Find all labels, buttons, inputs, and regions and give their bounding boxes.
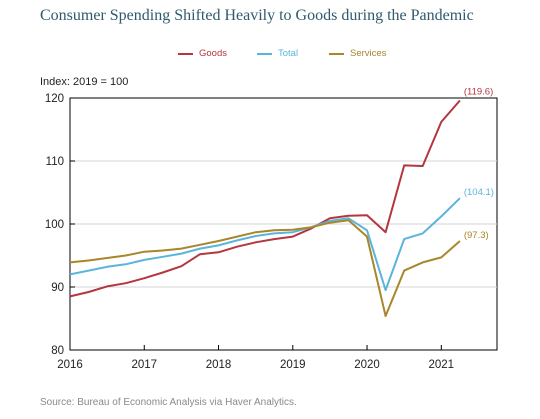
x-tick-label-2020: 2020 (354, 359, 380, 371)
y-tick-label-100: 100 (45, 219, 64, 231)
x-tick-label-2019: 2019 (280, 359, 306, 371)
x-tick-label-2017: 2017 (131, 359, 157, 371)
y-tick-label-80: 80 (51, 345, 64, 357)
y-axis-label: Index: 2019 = 100 (40, 76, 129, 88)
x-tick-label-2016: 2016 (57, 359, 83, 371)
source-note: Source: Bureau of Economic Analysis via … (40, 397, 297, 408)
chart-title: Consumer Spending Shifted Heavily to Goo… (40, 7, 474, 24)
legend-label-services: Services (350, 48, 387, 59)
x-tick-label-2018: 2018 (206, 359, 232, 371)
legend-swatch-goods (178, 52, 193, 55)
legend-item-total: Total (257, 48, 298, 59)
legend-label-total: Total (278, 48, 299, 59)
end-label-total: (104.1) (464, 187, 494, 198)
series-line-services (69, 219, 461, 317)
series-line-goods (69, 99, 461, 298)
legend: Goods Total Services (0, 48, 540, 62)
legend-label-goods: Goods (199, 48, 227, 59)
legend-item-services: Services (329, 48, 386, 59)
legend-swatch-total (257, 52, 272, 55)
end-label-goods: (119.6) (464, 87, 493, 98)
x-tick-label-2021: 2021 (429, 359, 455, 371)
y-tick-label-90: 90 (51, 282, 64, 294)
y-tick-label-120: 120 (45, 93, 64, 105)
y-tick-label-110: 110 (46, 156, 64, 168)
legend-item-goods: Goods (178, 48, 227, 59)
end-label-services: (97.3) (464, 230, 489, 241)
legend-swatch-services (329, 52, 344, 55)
series-line-total (69, 197, 461, 292)
